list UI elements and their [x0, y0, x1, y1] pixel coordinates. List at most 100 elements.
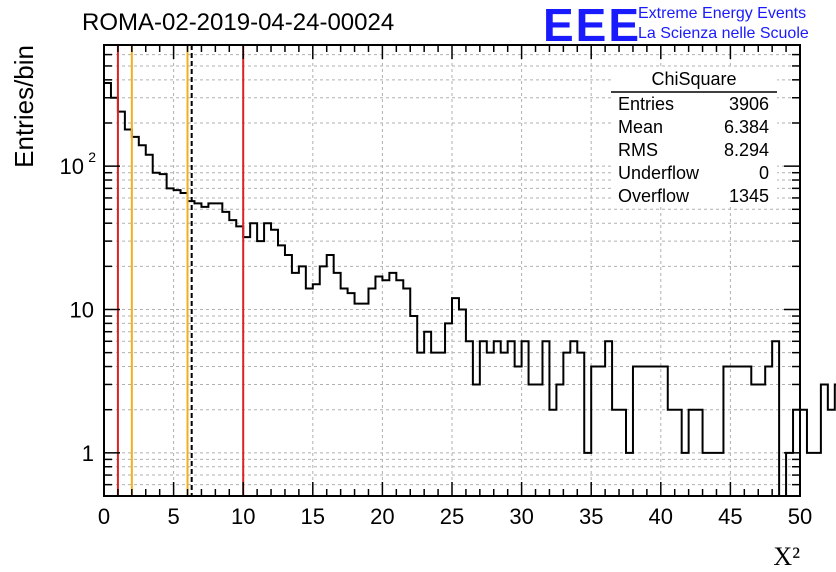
histogram-bin [313, 284, 320, 496]
histogram-bin [522, 341, 529, 496]
histogram-bin [800, 410, 807, 496]
histogram-bin [348, 293, 355, 496]
histogram-bin [751, 384, 758, 496]
x-tick-label: 20 [370, 504, 394, 529]
histogram-bin [417, 353, 424, 496]
histogram-bin [278, 245, 285, 496]
stats-value: 8.294 [724, 140, 769, 160]
stats-label: RMS [618, 140, 658, 160]
x-tick-label: 10 [231, 504, 255, 529]
stats-label: Underflow [618, 163, 700, 183]
histogram-bin [132, 137, 139, 496]
histogram-bin [167, 188, 174, 496]
stats-label: Entries [618, 94, 674, 114]
histogram-bin [689, 410, 696, 496]
y-tick-label-exponent: 2 [88, 149, 96, 165]
histogram-bin [208, 203, 215, 496]
stats-label: Overflow [618, 186, 690, 206]
histogram-bin [765, 367, 772, 496]
histogram-bin [536, 384, 543, 496]
histogram-bin [292, 273, 299, 496]
histogram-bin [633, 367, 640, 496]
histogram-bin [271, 230, 278, 496]
x-tick-label: 0 [98, 504, 110, 529]
histogram-bin [501, 353, 508, 496]
stats-value: 3906 [729, 94, 769, 114]
histogram-bin [473, 384, 480, 496]
histogram-bin [257, 241, 264, 496]
histogram-bin [355, 304, 362, 496]
histogram-bin [327, 255, 334, 496]
histogram-bin [626, 453, 633, 496]
histogram-bin [668, 410, 675, 496]
histogram-bin [139, 145, 146, 496]
histogram-bin [452, 298, 459, 496]
x-tick-label: 50 [788, 504, 812, 529]
stats-title: ChiSquare [651, 69, 736, 89]
histogram-bin [654, 367, 661, 496]
histogram-bin [236, 226, 243, 496]
histogram-bin [570, 341, 577, 496]
histogram-bin [772, 341, 779, 496]
histogram-bin [396, 280, 403, 496]
histogram-bin [410, 316, 417, 496]
stats-value: 6.384 [724, 117, 769, 137]
stats-value: 0 [759, 163, 769, 183]
histogram-bin [605, 341, 612, 496]
x-tick-label: 45 [718, 504, 742, 529]
histogram-bin [243, 237, 250, 496]
histogram-bin [661, 367, 668, 496]
histogram-bin [710, 453, 717, 496]
histogram-bin [250, 223, 257, 496]
histogram-bin [807, 453, 814, 496]
histogram-bin [146, 155, 153, 496]
histogram-bin [466, 341, 473, 496]
histogram-bin [118, 112, 125, 496]
x-tick-label: 30 [509, 504, 533, 529]
histogram-bin [229, 220, 236, 496]
histogram-bin [306, 289, 313, 496]
histogram-bin [222, 212, 229, 496]
eee-logo: EEE [543, 0, 642, 51]
histogram-bin [341, 289, 348, 496]
histogram-bin [723, 367, 730, 496]
histogram-bin [181, 193, 188, 496]
histogram-bin [577, 353, 584, 496]
histogram-bin [494, 341, 501, 496]
histogram-bin [675, 410, 682, 496]
histogram-bin [612, 410, 619, 496]
histogram-bin [111, 98, 118, 496]
histogram-bin [160, 174, 167, 496]
histogram-bin [647, 367, 654, 496]
histogram-bin [389, 273, 396, 496]
histogram-bin [786, 453, 793, 496]
histogram-bin [201, 207, 208, 496]
histogram-bin [515, 367, 522, 496]
histogram-bin [320, 266, 327, 496]
histogram-bin [487, 353, 494, 496]
histogram-bin [549, 410, 556, 496]
histogram-bin [125, 130, 132, 496]
histogram-bin [737, 367, 744, 496]
histogram-bin [744, 367, 751, 496]
stats-box [611, 68, 777, 207]
stats-value: 1345 [729, 186, 769, 206]
histogram-bin [584, 453, 591, 496]
histogram-bin [508, 341, 515, 496]
histogram-bin [716, 453, 723, 496]
histogram-bin [285, 255, 292, 496]
histogram-bin [334, 273, 341, 496]
histogram-bin [828, 410, 835, 496]
histogram-bin [758, 384, 765, 496]
chart-title: ROMA-02-2019-04-24-00024 [82, 9, 395, 36]
histogram-bin [194, 203, 201, 496]
histogram-bin [529, 384, 536, 496]
x-tick-label: 40 [649, 504, 673, 529]
y-tick-label: 10 [60, 154, 84, 179]
y-tick-label: 10 [70, 297, 94, 322]
histogram-bin [445, 323, 452, 496]
histogram-bin [424, 332, 431, 496]
histogram-bin [299, 266, 306, 496]
histogram-bin [703, 453, 710, 496]
